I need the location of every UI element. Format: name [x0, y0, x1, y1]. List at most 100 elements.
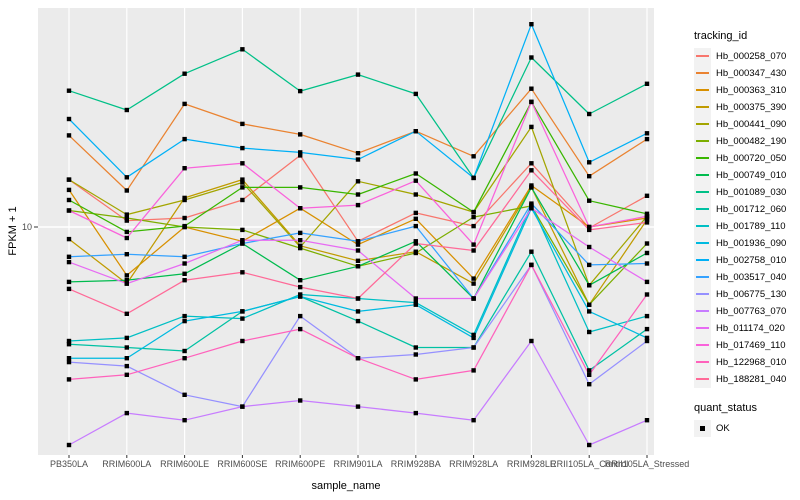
data-point — [66, 88, 72, 93]
data-point — [644, 193, 650, 198]
series-color-swatch — [696, 276, 709, 278]
data-point — [587, 160, 592, 165]
series-color-swatch — [696, 72, 709, 74]
ok-square-icon — [694, 420, 711, 437]
data-point — [298, 238, 303, 243]
data-point — [124, 215, 129, 221]
data-point — [587, 372, 592, 377]
data-point — [471, 418, 476, 423]
data-point — [644, 250, 650, 256]
legend-quant-status: quant_status OK — [694, 402, 757, 437]
legend-item-label: Hb_000441_090 — [716, 119, 787, 130]
data-point — [240, 270, 245, 275]
legend-item-label: Hb_003517_040 — [716, 272, 787, 283]
series-color-key-icon — [694, 150, 711, 167]
data-point — [471, 209, 476, 215]
data-point — [182, 71, 187, 76]
series-color-swatch — [696, 55, 709, 57]
data-point — [66, 177, 72, 182]
data-point — [644, 136, 650, 142]
data-point — [240, 180, 245, 185]
data-point — [66, 338, 72, 344]
data-point — [644, 418, 650, 423]
data-point — [644, 241, 650, 246]
data-point — [529, 86, 534, 91]
series-color-key-icon — [694, 320, 711, 337]
data-point — [644, 335, 650, 341]
data-point — [529, 161, 534, 166]
data-point — [355, 151, 361, 156]
data-point — [587, 262, 592, 268]
legend-quant-title: quant_status — [694, 402, 757, 414]
data-point — [587, 283, 592, 288]
data-point — [413, 171, 418, 176]
legend-item-label: Hb_122968_010 — [716, 357, 787, 368]
data-point — [587, 227, 592, 233]
data-point — [298, 185, 303, 190]
data-point — [66, 279, 72, 285]
data-point — [587, 224, 592, 230]
data-point — [529, 168, 534, 173]
data-point — [355, 179, 361, 184]
data-point — [240, 404, 245, 409]
data-point — [182, 271, 187, 276]
x-tick-label: RRIM901LA — [333, 459, 383, 469]
y-tick-label: 10 — [21, 222, 32, 232]
legend-item: Hb_001089_030 — [694, 184, 786, 201]
x-tick-label: RRIM928BA — [390, 459, 441, 469]
data-point — [587, 382, 592, 387]
data-point — [182, 278, 187, 283]
data-point — [124, 252, 129, 257]
data-point — [298, 150, 303, 155]
data-point — [66, 442, 72, 448]
data-point — [66, 236, 72, 242]
legend-item-label: Hb_188281_040 — [716, 374, 787, 385]
data-point — [587, 309, 592, 314]
series-color-swatch — [696, 225, 709, 227]
data-point — [413, 178, 418, 183]
data-point — [413, 223, 418, 229]
x-tick-label: PB350LA — [49, 459, 89, 469]
legend-item-label: Hb_000347_430 — [716, 68, 787, 79]
data-point — [182, 318, 187, 324]
legend-item-label: Hb_001712_060 — [716, 204, 787, 215]
data-point — [66, 133, 72, 138]
data-point — [529, 124, 534, 130]
data-point — [240, 161, 245, 166]
data-point — [413, 192, 418, 197]
data-point — [66, 342, 72, 347]
data-point — [124, 212, 129, 217]
legend-item-label: Hb_000258_070 — [716, 51, 787, 62]
data-point — [587, 368, 592, 373]
data-point — [124, 372, 129, 377]
data-point — [124, 107, 129, 113]
series-color-key-icon — [694, 286, 711, 303]
data-point — [124, 345, 129, 350]
x-axis-title: sample_name — [311, 480, 381, 492]
series-color-key-icon — [694, 201, 711, 218]
data-point — [66, 377, 72, 382]
data-point — [298, 245, 303, 251]
series-color-key-icon — [694, 48, 711, 65]
legend-item-label: Hb_001089_030 — [716, 187, 787, 198]
series-color-key-icon — [694, 269, 711, 286]
data-point — [124, 175, 129, 180]
data-point — [355, 242, 361, 247]
legend-item-label: Hb_007763_070 — [716, 306, 787, 317]
legend-item: Hb_000441_090 — [694, 116, 786, 133]
data-point — [124, 311, 129, 316]
series-color-swatch — [696, 361, 709, 363]
legend-item: Hb_002758_010 — [694, 252, 786, 269]
series-color-swatch — [696, 242, 709, 244]
data-point — [355, 404, 361, 409]
legend-item: Hb_000258_070 — [694, 48, 786, 65]
data-point — [529, 22, 534, 27]
data-point — [240, 316, 245, 321]
series-color-key-icon — [694, 99, 711, 116]
data-point — [413, 345, 418, 350]
data-point — [124, 273, 129, 278]
series-color-key-icon — [694, 371, 711, 388]
legend-item: Hb_001789_110 — [694, 218, 786, 235]
data-point — [66, 197, 72, 203]
